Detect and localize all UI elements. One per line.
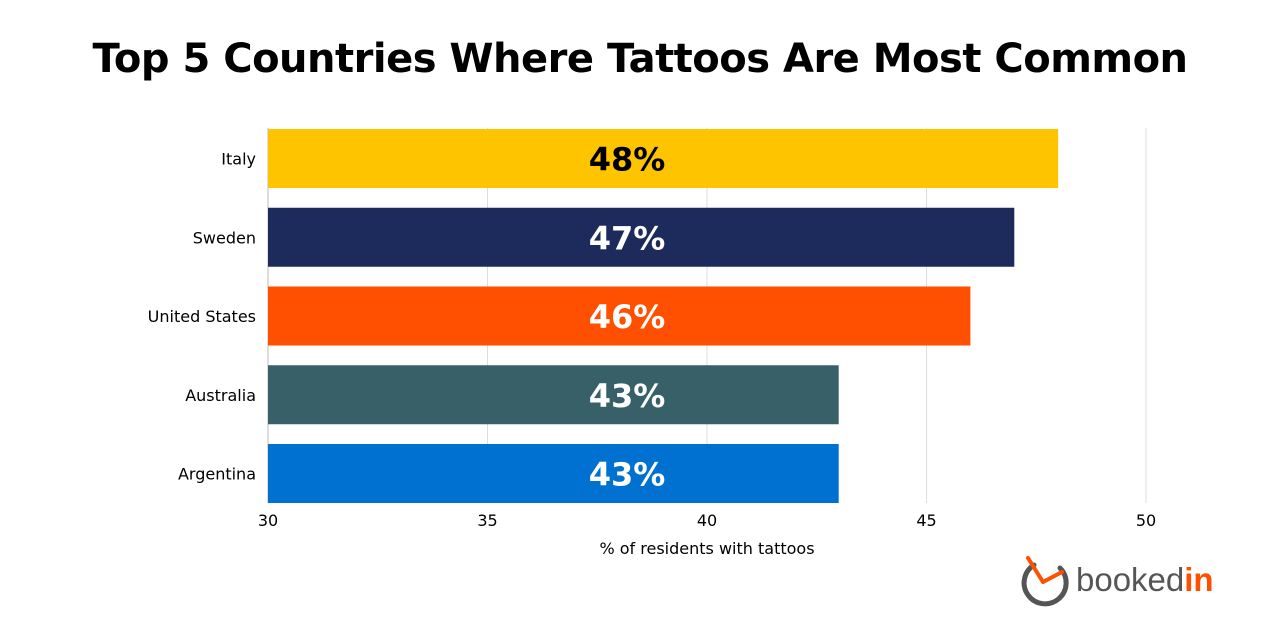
x-tick-label: 50 xyxy=(1136,511,1156,530)
x-tick-label: 40 xyxy=(697,511,717,530)
bar xyxy=(268,365,839,425)
chart-title: Top 5 Countries Where Tattoos Are Most C… xyxy=(92,36,1188,82)
bar xyxy=(268,207,1015,267)
data-label: 48% xyxy=(589,141,666,179)
bar xyxy=(268,444,839,503)
bar xyxy=(268,129,1059,188)
data-label: 43% xyxy=(589,456,666,494)
y-tick-label: Italy xyxy=(221,150,256,169)
x-tick-label: 35 xyxy=(477,511,497,530)
bar xyxy=(268,286,971,346)
y-tick-label: United States xyxy=(148,307,256,326)
x-tick-label: 45 xyxy=(916,511,936,530)
bookedin-logo: bookedin xyxy=(1020,555,1220,611)
data-label: 46% xyxy=(589,298,666,336)
x-tick-label: 30 xyxy=(258,511,278,530)
data-label: 43% xyxy=(589,377,666,415)
x-axis-label: % of residents with tattoos xyxy=(599,539,814,558)
clock-icon xyxy=(1021,556,1069,607)
y-tick-label: Sweden xyxy=(193,228,256,247)
y-tick-label: Australia xyxy=(185,386,256,405)
y-tick-label: Argentina xyxy=(178,465,256,484)
logo-text-accent: in xyxy=(1184,561,1214,598)
data-label: 47% xyxy=(589,219,666,257)
logo-text-main: booked xyxy=(1076,561,1185,598)
